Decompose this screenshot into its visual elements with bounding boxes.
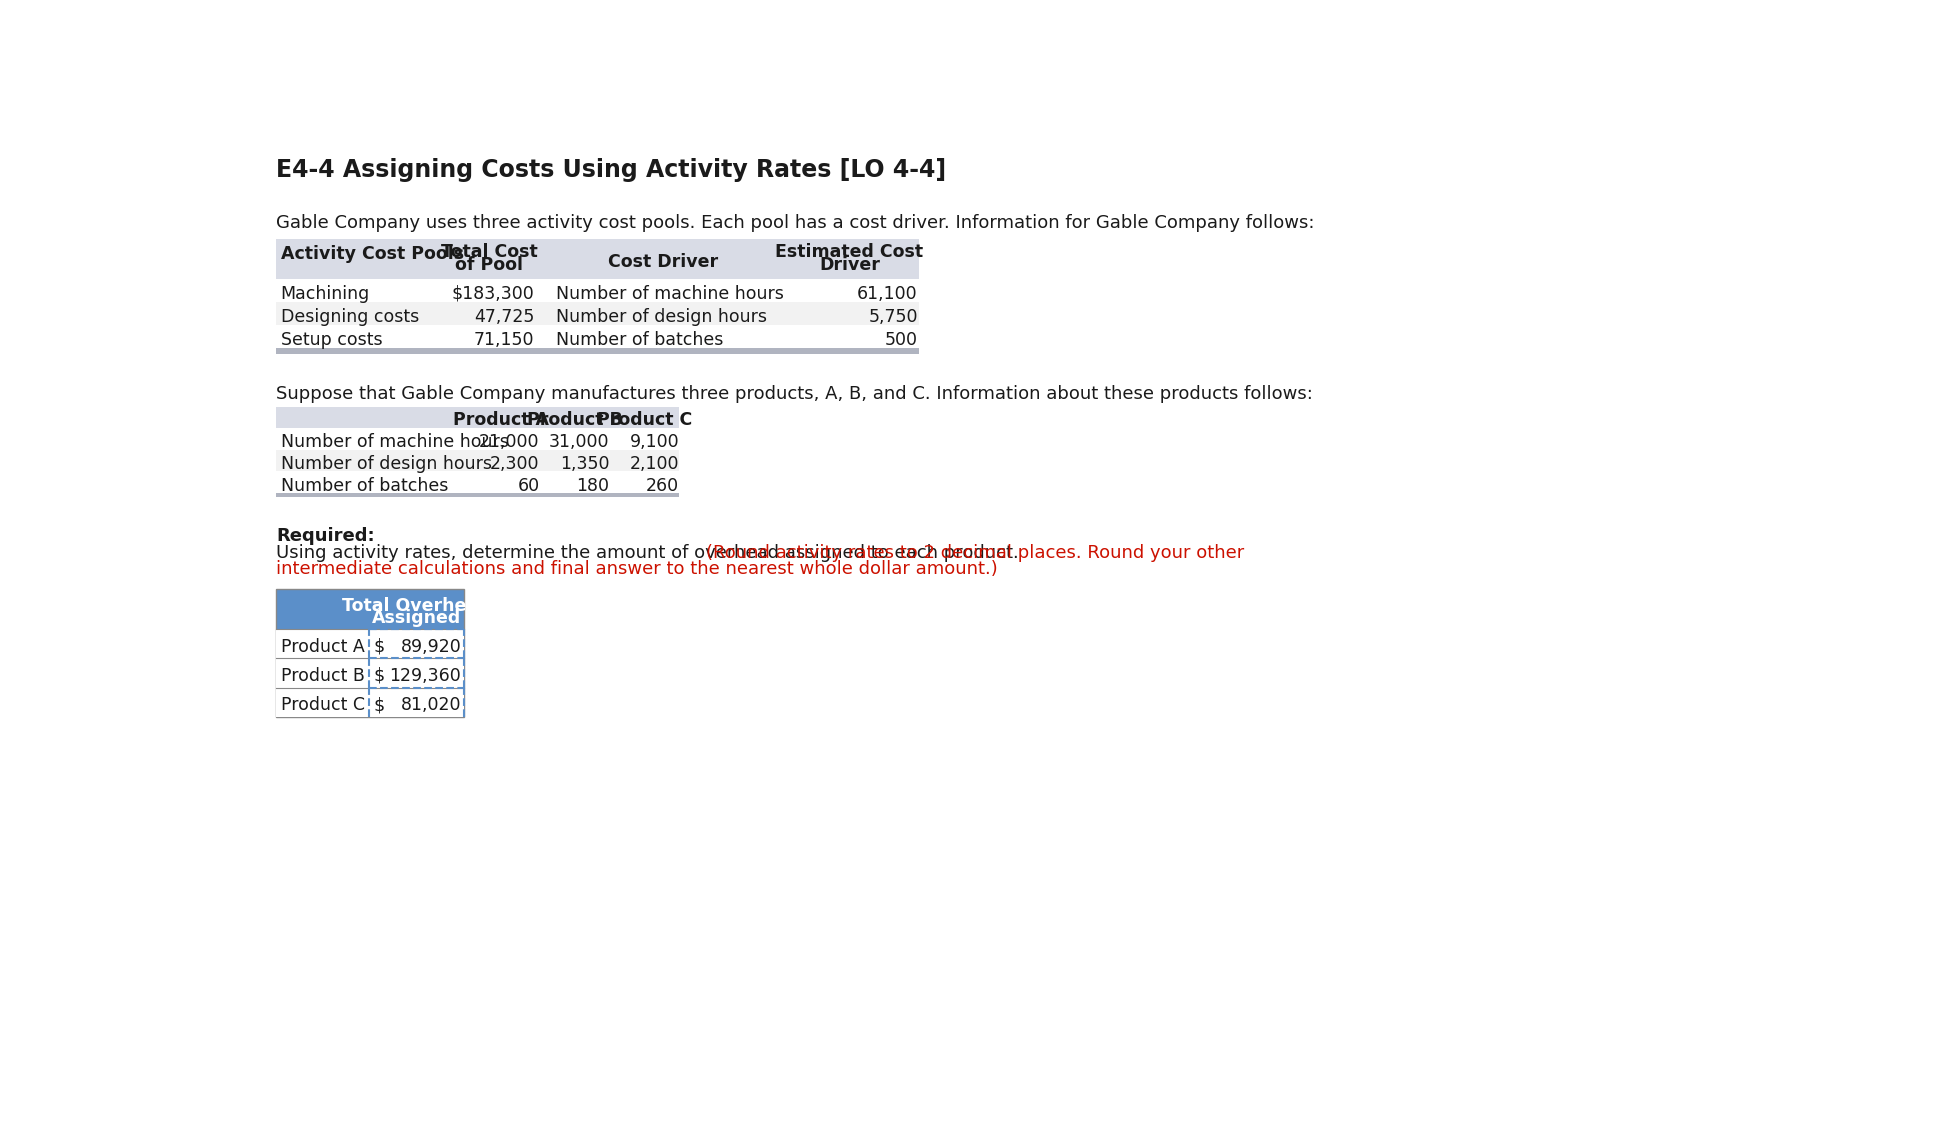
Text: Activity Cost Pools: Activity Cost Pools: [281, 244, 464, 263]
Text: 180: 180: [577, 476, 610, 494]
Text: Product C: Product C: [596, 411, 692, 429]
Text: Machining: Machining: [281, 284, 370, 303]
Bar: [277, 589, 464, 717]
Text: 129,360: 129,360: [390, 667, 462, 685]
Text: 5,750: 5,750: [869, 308, 918, 325]
Bar: [277, 325, 919, 348]
Text: 60: 60: [518, 476, 540, 494]
Bar: [277, 239, 919, 279]
Text: Using activity rates, determine the amount of overhead assigned to each product.: Using activity rates, determine the amou…: [277, 545, 1025, 562]
Text: (Round activity rates to 2 decimal places. Round your other: (Round activity rates to 2 decimal place…: [705, 545, 1245, 562]
Bar: [277, 301, 919, 325]
Bar: [277, 450, 680, 472]
Bar: [277, 428, 680, 450]
Text: Product B: Product B: [526, 411, 621, 429]
Text: 9,100: 9,100: [629, 434, 680, 451]
Text: $: $: [374, 667, 386, 685]
Text: intermediate calculations and final answer to the nearest whole dollar amount.): intermediate calculations and final answ…: [277, 560, 997, 578]
Text: 1,350: 1,350: [559, 455, 610, 473]
Bar: [277, 658, 464, 687]
Text: Assigned: Assigned: [372, 609, 462, 627]
Text: Suppose that Gable Company manufactures three products, A, B, and C. Information: Suppose that Gable Company manufactures …: [277, 385, 1313, 403]
Text: 61,100: 61,100: [857, 284, 918, 303]
Text: 89,920: 89,920: [401, 637, 462, 656]
Text: Cost Driver: Cost Driver: [608, 252, 719, 271]
Text: $183,300: $183,300: [452, 284, 534, 303]
Text: Designing costs: Designing costs: [281, 308, 419, 325]
Text: $: $: [374, 697, 386, 714]
Text: Number of batches: Number of batches: [555, 331, 723, 349]
Bar: [368, 589, 464, 629]
Text: Gable Company uses three activity cost pools. Each pool has a cost driver. Infor: Gable Company uses three activity cost p…: [277, 214, 1315, 232]
Text: Total Cost: Total Cost: [440, 243, 538, 262]
Text: Product B: Product B: [281, 667, 364, 685]
Text: 31,000: 31,000: [549, 434, 610, 451]
Text: 2,300: 2,300: [491, 455, 540, 473]
Text: Required:: Required:: [277, 528, 374, 546]
Text: Number of machine hours: Number of machine hours: [281, 434, 508, 451]
Text: Number of machine hours: Number of machine hours: [555, 284, 783, 303]
Bar: [277, 629, 464, 658]
Text: Estimated Cost: Estimated Cost: [775, 243, 923, 262]
Text: 2,100: 2,100: [629, 455, 680, 473]
Text: 71,150: 71,150: [473, 331, 534, 349]
Bar: [277, 348, 919, 354]
Text: E4-4 Assigning Costs Using Activity Rates [LO 4-4]: E4-4 Assigning Costs Using Activity Rate…: [277, 158, 947, 182]
Text: 47,725: 47,725: [473, 308, 534, 325]
Text: Setup costs: Setup costs: [281, 331, 382, 349]
Bar: [277, 687, 464, 717]
Text: 81,020: 81,020: [401, 697, 462, 714]
Text: 500: 500: [884, 331, 918, 349]
Text: Number of design hours: Number of design hours: [281, 455, 491, 473]
Bar: [277, 493, 680, 498]
Text: $: $: [374, 637, 386, 656]
Text: Number of batches: Number of batches: [281, 476, 448, 494]
Bar: [277, 407, 680, 428]
Text: Total Overhead: Total Overhead: [343, 597, 491, 614]
Text: Driver: Driver: [818, 256, 880, 274]
Text: Number of design hours: Number of design hours: [555, 308, 768, 325]
Text: 21,000: 21,000: [479, 434, 540, 451]
Text: Product A: Product A: [281, 637, 364, 656]
Text: of Pool: of Pool: [456, 256, 524, 274]
Text: Product C: Product C: [281, 697, 364, 714]
Bar: [277, 589, 368, 629]
Text: 260: 260: [647, 476, 680, 494]
Bar: [277, 279, 919, 301]
Bar: [277, 472, 680, 493]
Text: Product A: Product A: [452, 411, 549, 429]
